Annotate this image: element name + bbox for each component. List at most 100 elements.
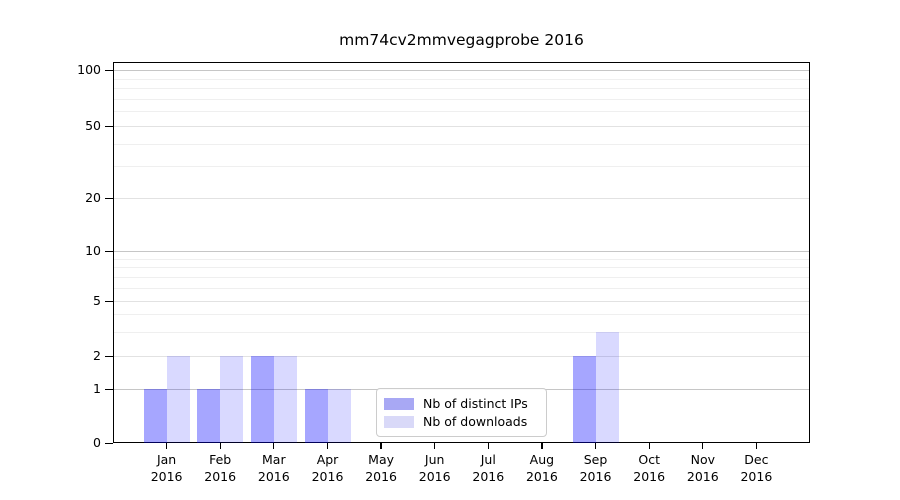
y-tick-label-5: 5	[93, 293, 101, 308]
x-tick-mark-may	[380, 443, 382, 449]
bar-downloads-feb	[220, 356, 244, 443]
x-tick-month: Apr	[316, 452, 339, 467]
gridline-2	[114, 356, 809, 357]
x-tick-month: Nov	[690, 452, 715, 467]
y-tick-mark-2	[105, 355, 113, 357]
gridline-minor-8	[114, 267, 809, 269]
x-tick-year: 2016	[418, 469, 451, 484]
x-tick-mark-jul	[487, 443, 489, 449]
x-tick-label-jul: Jul 2016	[461, 451, 515, 485]
gridline-5	[114, 301, 809, 302]
x-tick-mark-feb	[219, 443, 221, 449]
x-tick-label-apr: Apr 2016	[301, 451, 355, 485]
x-tick-label-jan: Jan 2016	[140, 451, 194, 485]
x-tick-year: 2016	[204, 469, 237, 484]
y-tick-mark-100	[105, 69, 113, 71]
x-tick-label-dec: Dec 2016	[729, 451, 783, 485]
x-tick-label-aug: Aug 2016	[515, 451, 569, 485]
x-tick-month: Sep	[583, 452, 608, 467]
y-tick-mark-0	[105, 442, 113, 444]
x-tick-year: 2016	[472, 469, 505, 484]
x-tick-mark-sep	[594, 443, 597, 449]
x-tick-month: Oct	[638, 452, 660, 467]
y-tick-mark-10	[105, 250, 113, 252]
x-tick-label-mar: Mar 2016	[247, 451, 301, 485]
gridline-minor-90	[114, 78, 809, 80]
x-tick-mark-aug	[541, 443, 543, 449]
bar-downloads-jan	[166, 356, 190, 443]
plot-area	[113, 62, 810, 443]
bar-distinct-ips-apr	[304, 389, 328, 443]
x-tick-year: 2016	[579, 469, 612, 484]
x-tick-label-jun: Jun 2016	[408, 451, 462, 485]
x-tick-month: Jun	[424, 452, 445, 467]
gridline-20	[114, 198, 809, 199]
x-tick-label-oct: Oct 2016	[622, 451, 676, 485]
bar-downloads-sep	[595, 331, 619, 443]
y-tick-label-10: 10	[85, 243, 101, 258]
gridline-minor-70	[114, 98, 809, 100]
gridline-minor-40	[114, 143, 809, 145]
x-tick-year: 2016	[365, 469, 397, 484]
gridline-10	[114, 251, 809, 252]
y-tick-label-0: 0	[93, 435, 101, 450]
bar-downloads-apr	[327, 389, 351, 443]
x-tick-mark-oct	[648, 443, 650, 449]
gridline-100	[114, 70, 809, 71]
x-tick-month: Mar	[262, 452, 286, 467]
x-tick-month: Jan	[156, 452, 177, 467]
x-tick-year: 2016	[525, 469, 558, 484]
x-tick-mark-dec	[755, 443, 758, 449]
y-tick-mark-1	[105, 388, 113, 390]
x-tick-month: Jul	[480, 452, 496, 467]
x-tick-label-may: May 2016	[354, 451, 408, 485]
legend: Nb of distinct IPs Nb of downloads	[376, 388, 547, 437]
bar-distinct-ips-sep	[572, 356, 596, 443]
y-tick-label-100: 100	[77, 62, 101, 77]
gridline-minor-80	[114, 88, 809, 89]
legend-label-distinct-ips: Nb of distinct IPs	[423, 395, 528, 411]
legend-swatch-downloads-icon	[384, 415, 414, 428]
x-tick-month: Feb	[209, 452, 232, 467]
chart-title: mm74cv2mmvegagprobe 2016	[339, 31, 584, 49]
x-tick-mark-jan	[165, 443, 168, 449]
x-tick-mark-apr	[326, 443, 329, 449]
gridline-minor-4	[114, 314, 809, 316]
bar-distinct-ips-jan	[143, 389, 167, 443]
x-tick-label-nov: Nov 2016	[676, 451, 730, 485]
x-tick-month: Dec	[744, 452, 769, 467]
bar-distinct-ips-mar	[250, 356, 274, 443]
legend-item-downloads: Nb of downloads	[384, 413, 539, 429]
y-tick-mark-50	[105, 125, 113, 127]
legend-label-downloads: Nb of downloads	[423, 413, 528, 429]
bar-distinct-ips-feb	[197, 389, 221, 443]
y-tick-label-50: 50	[85, 118, 101, 133]
x-tick-year: 2016	[150, 469, 183, 484]
x-tick-year: 2016	[311, 469, 344, 484]
gridline-minor-9	[114, 258, 809, 260]
y-tick-mark-5	[105, 300, 113, 302]
gridline-minor-6	[114, 287, 809, 289]
x-tick-year: 2016	[257, 469, 290, 484]
x-tick-mark-nov	[702, 443, 704, 449]
x-tick-year: 2016	[633, 469, 666, 484]
y-tick-mark-20	[105, 197, 113, 199]
gridline-minor-30	[114, 166, 809, 168]
x-tick-year: 2016	[686, 469, 719, 484]
y-tick-label-1: 1	[93, 381, 101, 396]
x-tick-label-sep: Sep 2016	[569, 451, 623, 485]
gridline-minor-3	[114, 331, 809, 333]
x-tick-mark-jun	[434, 443, 436, 449]
gridline-minor-60	[114, 111, 809, 113]
legend-swatch-distinct-ips-icon	[384, 397, 414, 410]
bar-downloads-mar	[273, 356, 297, 443]
legend-item-distinct-ips: Nb of distinct IPs	[384, 395, 539, 411]
x-tick-year: 2016	[740, 469, 773, 484]
x-tick-month: May	[368, 452, 395, 467]
gridline-50	[114, 126, 809, 127]
x-tick-mark-mar	[273, 443, 275, 449]
y-tick-label-2: 2	[93, 348, 101, 363]
gridline-minor-7	[114, 276, 809, 278]
x-tick-label-feb: Feb 2016	[193, 451, 247, 485]
